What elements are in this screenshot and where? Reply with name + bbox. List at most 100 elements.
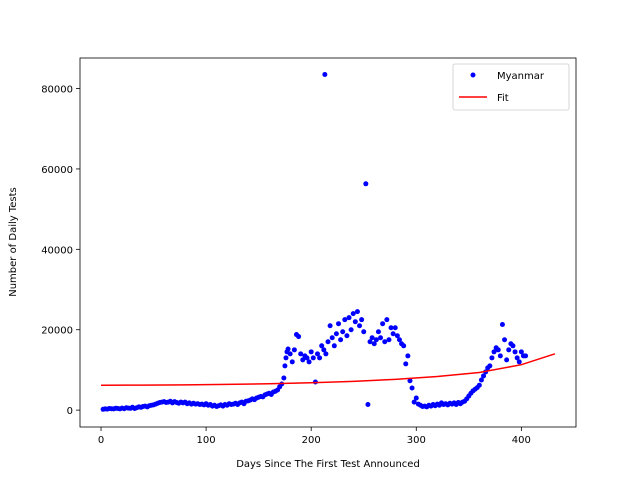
data-point-myanmar-107 [321,347,327,353]
y-tick-label-80000: 80000 [41,85,73,96]
data-point-myanmar-131 [369,335,375,341]
x-tick-label-200: 200 [302,435,321,446]
data-point-myanmar-111 [327,323,333,329]
x-tick-label-400: 400 [512,435,531,446]
data-point-myanmar-129 [365,401,371,407]
x-tick-label-0: 0 [98,435,104,446]
data-point-myanmar-150 [409,385,415,391]
y-axis-title: Number of Daily Tests [8,187,19,297]
data-point-myanmar-99 [304,355,310,361]
data-point-myanmar-195 [504,357,510,363]
legend: Myanmar Fit [452,63,570,111]
data-point-myanmar-202 [518,349,524,355]
data-point-myanmar-125 [357,323,363,329]
legend-label-fit: Fit [497,93,509,104]
data-point-myanmar-128 [363,181,369,187]
y-tick-label-0: 0 [67,406,73,417]
data-point-myanmar-86 [281,375,287,381]
data-point-myanmar-114 [333,331,339,337]
data-point-myanmar-144 [396,337,402,343]
data-point-myanmar-110 [325,339,331,345]
data-point-myanmar-135 [378,335,384,341]
data-point-myanmar-116 [338,337,344,343]
data-point-myanmar-146 [401,343,407,349]
data-point-myanmar-97 [300,357,306,363]
data-point-myanmar-140 [388,325,394,331]
y-axis-ticks: 0 20000 40000 60000 80000 [41,85,80,417]
data-point-myanmar-106 [319,343,325,349]
data-point-myanmar-191 [495,347,501,353]
series-layer [100,71,556,412]
data-point-myanmar-117 [340,329,346,335]
data-point-myanmar-105 [317,355,323,361]
data-point-myanmar-104 [314,351,320,357]
data-point-myanmar-192 [497,353,503,359]
data-point-myanmar-119 [344,333,350,339]
data-point-myanmar-91 [287,351,293,357]
data-point-myanmar-100 [306,359,312,365]
axes-frame [79,57,577,428]
data-point-myanmar-188 [489,355,495,361]
data-point-myanmar-102 [310,355,316,361]
data-point-myanmar-142 [392,325,398,331]
x-axis-ticks: 0 100 200 300 400 [98,427,531,446]
legend-label-myanmar: Myanmar [497,71,545,82]
data-point-myanmar-121 [348,327,354,333]
data-point-myanmar-187 [487,363,493,369]
data-point-myanmar-189 [491,349,497,355]
data-point-myanmar-108 [322,71,328,77]
data-point-myanmar-147 [403,361,409,367]
data-point-myanmar-141 [390,331,396,337]
y-tick-label-20000: 20000 [41,326,73,337]
data-point-myanmar-113 [331,343,337,349]
data-point-myanmar-139 [386,337,392,343]
data-point-myanmar-152 [413,395,419,401]
data-point-myanmar-92 [289,359,295,365]
data-point-myanmar-198 [510,343,516,349]
data-point-myanmar-112 [329,335,335,341]
data-point-myanmar-151 [411,399,417,405]
legend-marker-myanmar [470,72,476,78]
data-point-myanmar-204 [523,353,529,359]
data-point-myanmar-183 [478,377,484,383]
data-point-myanmar-96 [298,351,304,357]
data-point-myanmar-101 [308,349,314,355]
data-point-myanmar-148 [405,353,411,359]
data-point-myanmar-122 [350,311,356,317]
data-point-myanmar-133 [373,337,379,343]
data-point-myanmar-137 [382,339,388,345]
data-point-myanmar-182 [476,382,482,388]
plot-area: 0 100 200 300 400 0 20000 40000 60000 80000 [41,57,577,446]
data-point-myanmar-118 [342,317,348,323]
data-point-myanmar-138 [384,317,390,323]
data-point-myanmar-93 [291,347,297,353]
x-axis-title: Days Since The First Test Announced [236,459,420,470]
data-point-myanmar-109 [323,351,329,357]
data-point-myanmar-124 [354,309,360,315]
data-point-myanmar-201 [516,359,522,365]
data-point-myanmar-120 [346,315,352,321]
data-point-myanmar-87 [282,363,288,369]
data-point-myanmar-200 [514,355,520,361]
data-point-myanmar-134 [375,329,381,335]
data-point-myanmar-194 [502,337,508,343]
data-point-myanmar-132 [371,341,377,347]
data-point-myanmar-136 [380,321,386,327]
data-point-myanmar-199 [512,349,518,355]
y-tick-label-40000: 40000 [41,245,73,256]
x-tick-label-300: 300 [407,435,426,446]
data-point-myanmar-149 [407,378,413,384]
data-point-myanmar-193 [499,322,505,327]
data-point-myanmar-95 [296,334,302,340]
data-point-myanmar-88 [283,355,289,361]
y-tick-label-60000: 60000 [41,165,73,176]
data-point-myanmar-143 [394,333,400,339]
data-point-myanmar-127 [361,329,367,335]
fit-line [101,353,556,386]
legend-box [452,63,570,111]
data-point-myanmar-196 [506,347,512,353]
data-point-myanmar-115 [336,321,342,327]
x-tick-label-100: 100 [197,435,216,446]
data-point-myanmar-90 [285,346,291,352]
